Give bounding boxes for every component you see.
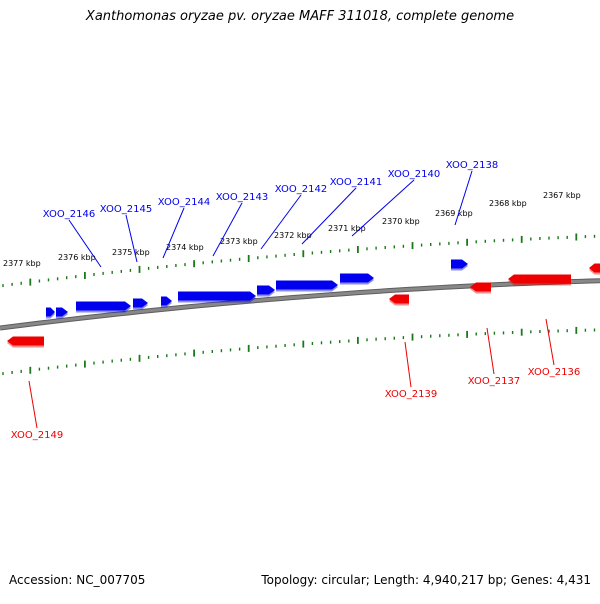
reverse-gene-arrow [508,274,571,286]
forward-gene-arrow [161,296,172,308]
scale-label: 2373 kbp [220,237,258,246]
forward-gene-arrow [178,291,256,303]
leader-line [351,179,415,237]
forward-gene-arrow-body [161,296,172,306]
forward-gene-arrow [257,285,275,297]
gene-label: XOO_2138 [446,160,498,171]
scale-label: 2367 kbp [543,191,581,200]
gene-label: XOO_2141 [330,177,382,188]
forward-gene-arrow-body [276,280,338,290]
scale-label: 2371 kbp [328,224,366,233]
gene-label: XOO_2143 [216,192,268,203]
scale-label: 2368 kbp [489,199,527,208]
forward-gene-arrow-body [257,285,275,295]
leader-line [162,207,185,259]
forward-gene-arrow [451,259,468,271]
gene-label: XOO_2144 [158,197,210,208]
leader-line [454,170,473,226]
forward-gene-arrow-body [76,301,131,311]
reverse-gene-arrow [7,336,44,348]
leader-line [260,194,302,250]
forward-gene-arrow-body [56,307,68,317]
scale-label: 2372 kbp [274,231,312,240]
forward-gene-arrow [133,298,148,310]
gene-label: XOO_2140 [388,169,440,180]
scale-label: 2369 kbp [435,209,473,218]
reverse-gene-arrow-body [7,336,44,346]
leader-line [68,219,102,268]
forward-gene-arrow-body [451,259,468,269]
reverse-gene-arrow-body [589,263,600,273]
scale-label: 2377 kbp [3,259,41,268]
accession-text: Accession: NC_007705 [9,573,146,587]
reverse-gene-arrow [470,282,491,294]
leader-line [125,214,138,263]
leader-line [212,202,243,257]
forward-gene-arrow [56,307,68,319]
forward-gene-arrow-body [340,273,374,283]
forward-gene-arrow [76,301,131,313]
gene-leader-lines [28,170,555,429]
scale-ticks-bottom [2,326,596,376]
forward-gene-arrow [46,307,55,319]
genome-backbone [0,278,600,331]
scale-label: 2376 kbp [58,253,96,262]
forward-gene-arrow [276,280,338,292]
leader-line [545,318,555,366]
reverse-gene-arrow [589,263,600,275]
leader-line [486,327,495,375]
reverse-gene-arrow-body [470,282,491,292]
scale-labels: 2377 kbp 2376 kbp 2375 kbp 2374 kbp 2373 kbp… [3,191,581,268]
scale-label: 2374 kbp [166,243,204,252]
reverse-gene-arrow [389,294,409,306]
backbone-line [0,279,600,330]
gene-shapes [7,259,600,348]
scale-label: 2375 kbp [112,248,150,257]
gene-label: XOO_2137 [468,376,520,387]
scale-label: 2370 kbp [382,217,420,226]
gene-label: XOO_2146 [43,209,95,220]
leader-line [301,187,357,245]
reverse-gene-arrow-body [389,294,409,304]
gene-label: XOO_2149 [11,430,63,441]
forward-gene-arrow-body [178,291,256,301]
topology-summary: Topology: circular; Length: 4,940,217 bp… [261,573,591,587]
forward-gene-arrow-body [46,307,55,317]
genome-title: Xanthomonas oryzae pv. oryzae MAFF 31101… [85,9,515,24]
forward-gene-arrow [340,273,374,285]
scale-ticks-top [2,233,596,288]
gene-label: XOO_2139 [385,389,437,400]
gene-label: XOO_2142 [275,184,327,195]
leader-line [28,380,38,429]
gene-labels: XOO_2146 XOO_2145 XOO_2144 XOO_2143 XOO_2142… [11,160,580,441]
forward-gene-arrow-body [133,298,148,308]
reverse-gene-arrow-body [508,274,571,284]
leader-line [404,341,412,388]
gene-label: XOO_2145 [100,204,152,215]
gene-label: XOO_2136 [528,367,580,378]
